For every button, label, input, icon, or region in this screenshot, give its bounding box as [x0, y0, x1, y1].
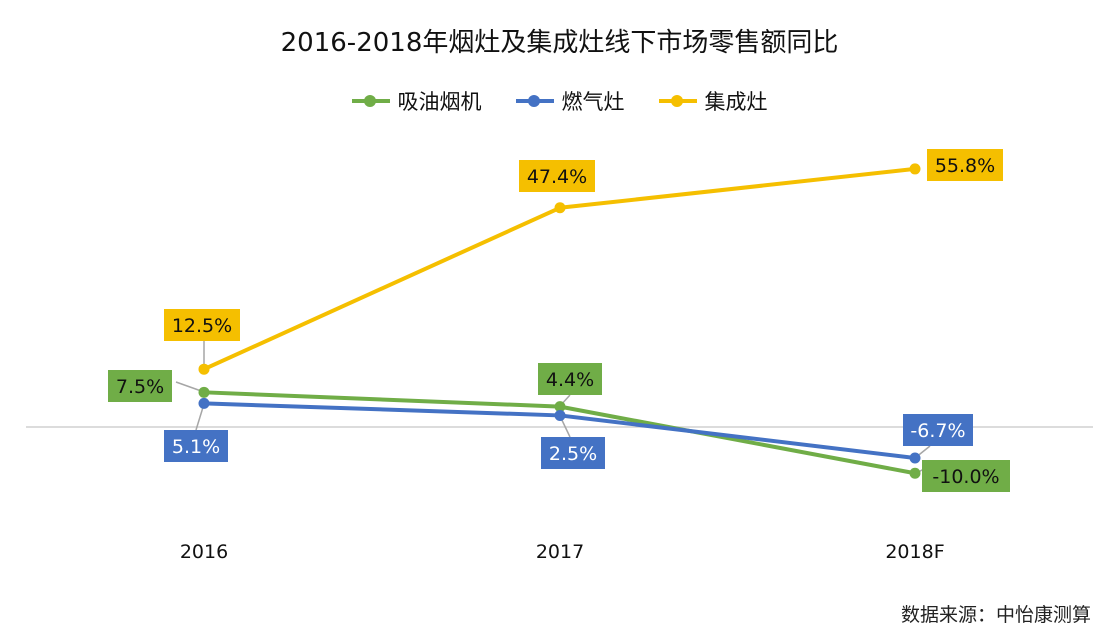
data-label-box-range-hood [538, 363, 602, 395]
data-label-box-integrated-stove [164, 309, 240, 341]
data-label-box-integrated-stove [519, 160, 595, 192]
data-point-range-hood [198, 386, 210, 398]
x-tick-label: 2017 [536, 541, 584, 563]
data-point-integrated-stove [198, 363, 210, 375]
data-point-integrated-stove [909, 163, 921, 175]
legend-label-gas-stove: 燃气灶 [561, 90, 625, 114]
chart-legend: 吸油烟机 燃气灶 集成灶 [0, 86, 1119, 116]
data-point-range-hood [554, 401, 566, 413]
legend-swatch-range-hood [351, 94, 390, 108]
source-note: 数据来源：中怡康测算 [900, 604, 1091, 626]
data-label-box-gas-stove [903, 414, 973, 446]
data-label-integrated-stove: 55.8% [935, 155, 995, 177]
data-label-integrated-stove: 12.5% [172, 315, 232, 337]
data-label-range-hood: -10.0% [932, 466, 999, 488]
legend-label-integrated-stove: 集成灶 [704, 90, 768, 114]
legend-item-range-hood: 吸油烟机 [351, 86, 482, 116]
legend-label-range-hood: 吸油烟机 [397, 90, 482, 114]
data-label-box-gas-stove [541, 437, 605, 469]
data-label-gas-stove: 2.5% [549, 443, 597, 465]
legend-item-gas-stove: 燃气灶 [515, 86, 625, 116]
data-label-integrated-stove: 47.4% [527, 166, 587, 188]
x-tick-label: 2018F [885, 541, 944, 563]
data-point-gas-stove [198, 397, 210, 409]
x-tick-label: 2016 [180, 541, 228, 563]
data-label-range-hood: 7.5% [116, 376, 164, 398]
legend-swatch-integrated-stove [658, 94, 697, 108]
legend-item-integrated-stove: 集成灶 [658, 86, 768, 116]
data-point-gas-stove [909, 452, 921, 464]
series-line-integrated-stove [202, 166, 917, 372]
data-label-range-hood: 4.4% [546, 369, 594, 391]
data-point-gas-stove [554, 409, 566, 421]
data-label-box-range-hood [922, 460, 1010, 492]
legend-swatch-gas-stove [515, 94, 554, 108]
data-point-integrated-stove [554, 202, 566, 214]
data-label-gas-stove: -6.7% [910, 420, 965, 442]
data-label-box-range-hood [108, 370, 172, 402]
data-label-gas-stove: 5.1% [172, 436, 220, 458]
data-label-box-gas-stove [164, 430, 228, 462]
data-point-range-hood [909, 467, 921, 479]
chart-title: 2016-2018年烟灶及集成灶线下市场零售额同比 [280, 28, 839, 58]
data-label-box-integrated-stove [927, 149, 1003, 181]
